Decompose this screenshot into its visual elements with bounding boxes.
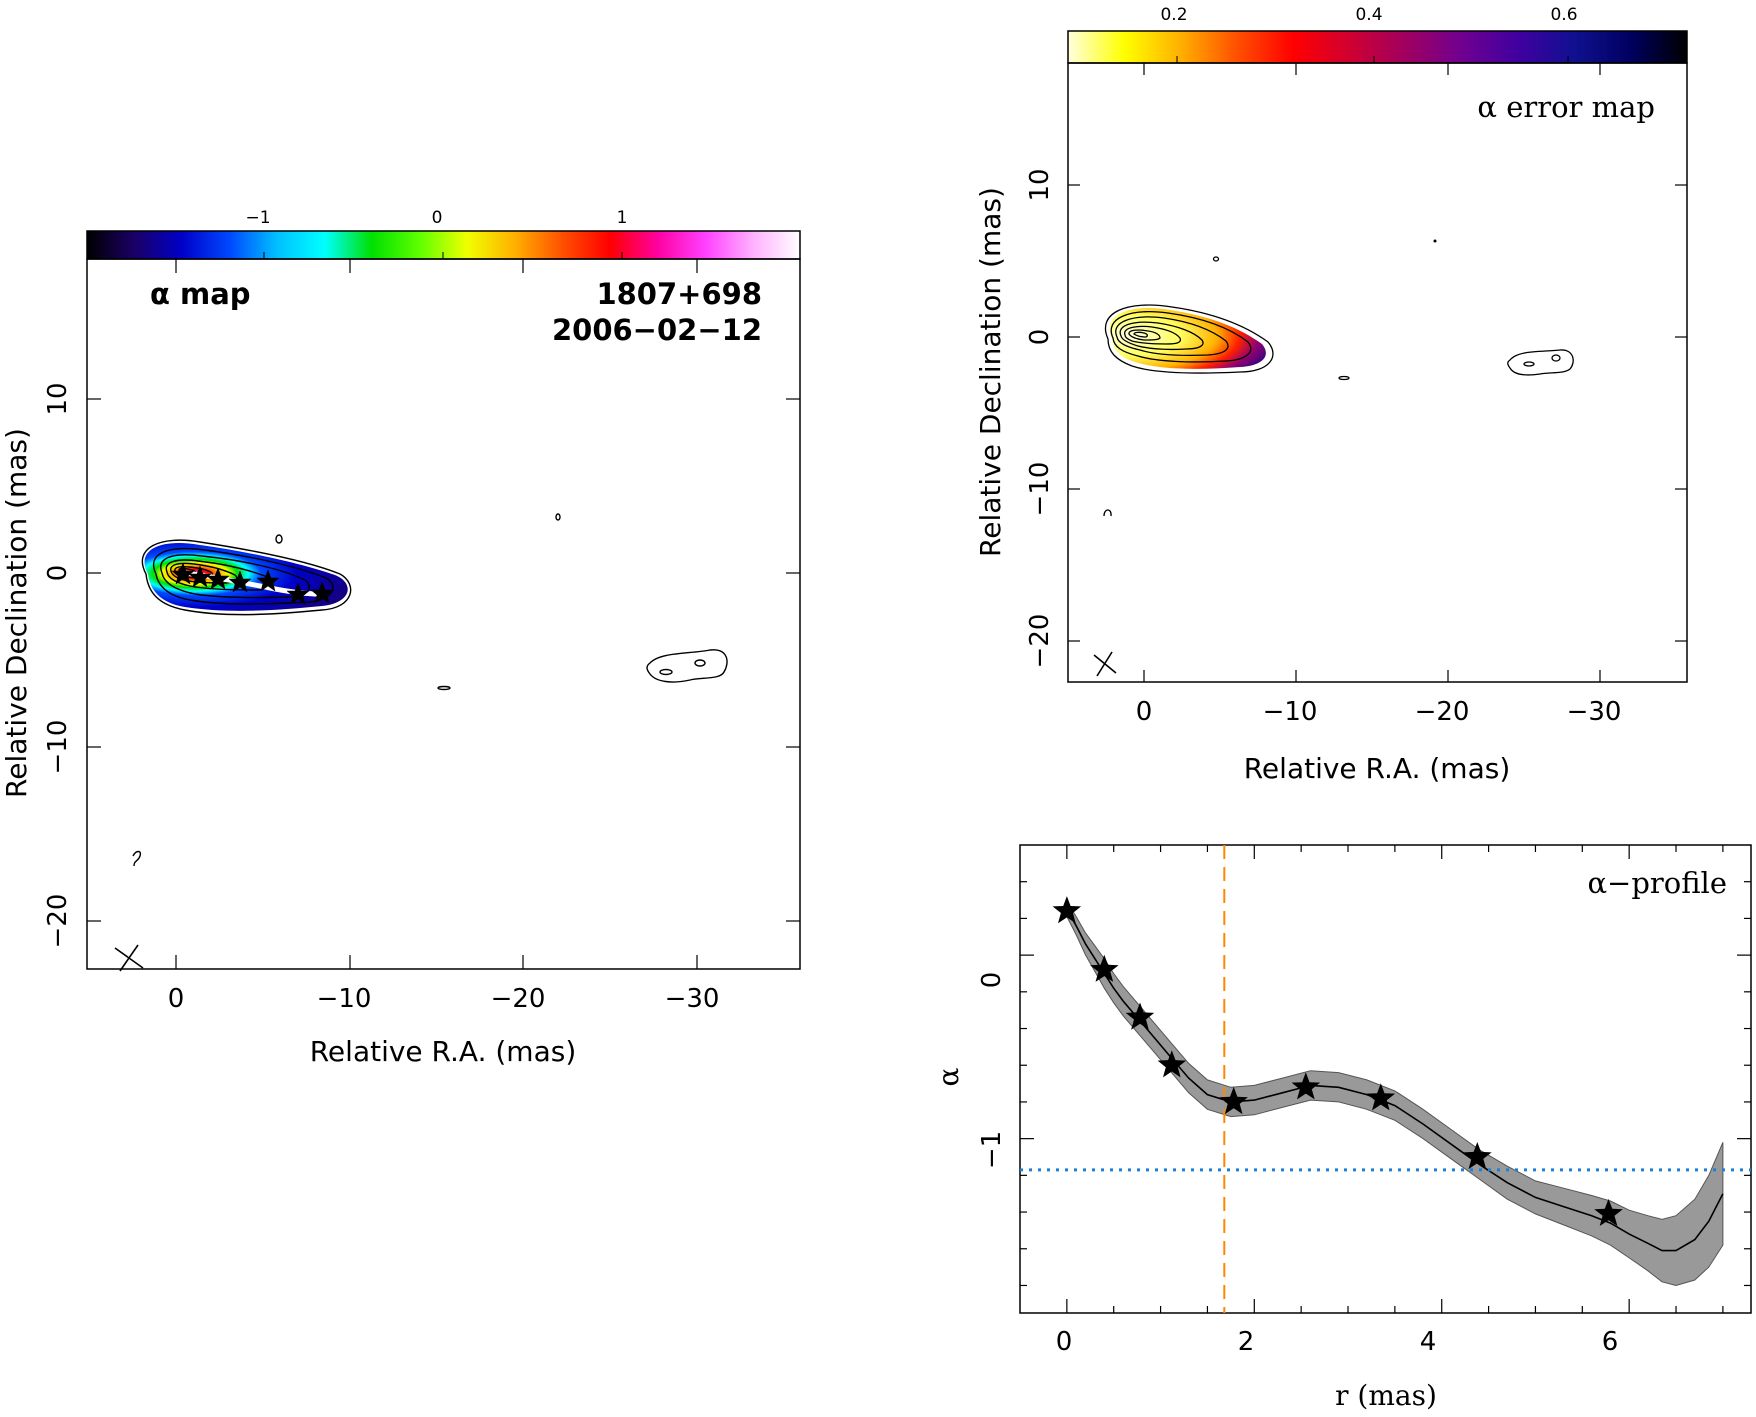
profile-x-axis-label: r (mas) — [1335, 1379, 1437, 1412]
alpha-x-tick-label: 0 — [168, 984, 185, 1014]
profile-title: α−profile — [1587, 866, 1727, 900]
alpha-cb-tick-label: −1 — [245, 208, 270, 228]
profile-y-tick-label: 0 — [977, 972, 1007, 989]
alpha-y-axis-label: Relative Declination (mas) — [0, 428, 33, 798]
error-x-tick-label: 0 — [1136, 697, 1153, 727]
alpha-y-tick-label: −10 — [43, 720, 73, 775]
profile-x-tick-label: 0 — [1056, 1327, 1073, 1357]
observation-date: 2006−02−12 — [552, 313, 762, 347]
alpha-x-tick-label: −30 — [665, 984, 720, 1014]
profile-line — [1066, 908, 1724, 1252]
alpha-profile-panel: 0 2 4 6 0 −1 r (mas) α α−profile — [932, 844, 1752, 1412]
source-name: 1807+698 — [596, 277, 762, 311]
profile-star-marker — [1090, 954, 1119, 982]
error-x-axis-label: Relative R.A. (mas) — [1244, 752, 1511, 785]
alpha-y-tick-label: −20 — [43, 894, 73, 949]
error-y-tick-label: −20 — [1025, 614, 1055, 669]
profile-y-axis-label: α — [932, 1067, 965, 1086]
alpha-y-tick-label: 10 — [43, 382, 73, 415]
error-y-tick-label: −10 — [1025, 462, 1055, 517]
error-x-tick-label: −20 — [1415, 697, 1470, 727]
alpha-map-frame — [86, 258, 801, 970]
error-map-frame — [1067, 62, 1688, 683]
alpha-y-tick-label: 0 — [43, 565, 73, 582]
alpha-x-axis-label: Relative R.A. (mas) — [310, 1035, 577, 1068]
alpha-cb-tick-label: 0 — [432, 208, 443, 228]
profile-x-tick-label: 6 — [1602, 1327, 1619, 1357]
profile-x-tick-label: 2 — [1238, 1327, 1255, 1357]
beam-marker — [114, 944, 144, 972]
profile-star-marker — [1594, 1198, 1623, 1226]
error-x-tick-label: −30 — [1567, 697, 1622, 727]
profile-frame — [1019, 844, 1752, 1314]
profile-star-marker — [1052, 896, 1082, 924]
alpha-x-tick-label: −10 — [317, 984, 372, 1014]
profile-star-marker — [1463, 1142, 1492, 1170]
error-cb-tick-label: 0.6 — [1550, 5, 1577, 25]
profile-star-marker — [1291, 1072, 1321, 1100]
profile-plot-area — [1020, 845, 1751, 1313]
alpha-jet-image — [114, 513, 728, 972]
error-map-label: α error map — [1477, 90, 1655, 124]
profile-x-tick-label: 4 — [1420, 1327, 1437, 1357]
profile-star-marker — [1157, 1050, 1187, 1078]
error-y-axis-label: Relative Declination (mas) — [974, 187, 1007, 557]
error-jet-image — [1093, 239, 1574, 677]
error-y-tick-label: 10 — [1025, 168, 1055, 201]
error-cb-tick-label: 0.4 — [1355, 5, 1382, 25]
profile-star-marker — [1366, 1083, 1396, 1111]
alpha-map-panel: −1 0 1 0 −10 −20 −30 10 0 −10 −20 Relati… — [0, 208, 801, 1068]
profile-y-tick-label: −1 — [977, 1131, 1007, 1169]
profile-star-marker — [1125, 1002, 1155, 1030]
alpha-colorbar-ticks: −1 0 1 — [245, 208, 627, 259]
error-cb-tick-label: 0.2 — [1160, 5, 1187, 25]
alpha-cb-tick-label: 1 — [617, 208, 628, 228]
error-colorbar — [1067, 30, 1688, 64]
alpha-map-ticks — [87, 259, 800, 969]
error-y-tick-label: 0 — [1025, 329, 1055, 346]
error-map-panel: 0.2 0.4 0.6 0 −10 −20 −30 10 0 −10 −20 R… — [974, 5, 1688, 785]
error-x-tick-label: −10 — [1263, 697, 1318, 727]
profile-ticks — [1020, 845, 1751, 1313]
beam-marker — [1093, 651, 1117, 677]
alpha-map-label: α map — [150, 277, 251, 311]
alpha-x-tick-label: −20 — [491, 984, 546, 1014]
profile-star-marker — [1219, 1086, 1248, 1115]
